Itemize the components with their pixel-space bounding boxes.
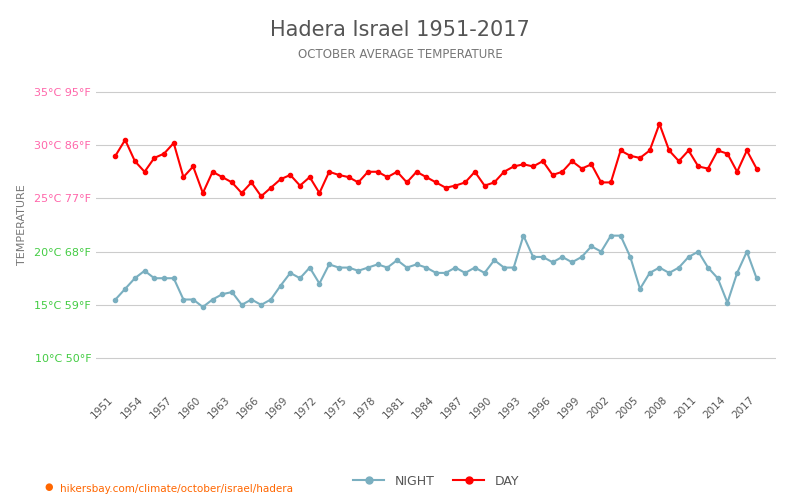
Text: hikersbay.com/climate/october/israel/hadera: hikersbay.com/climate/october/israel/had…: [60, 484, 293, 494]
Text: ●: ●: [44, 482, 53, 492]
Text: Hadera Israel 1951-2017: Hadera Israel 1951-2017: [270, 20, 530, 40]
Legend: NIGHT, DAY: NIGHT, DAY: [348, 470, 524, 492]
Text: OCTOBER AVERAGE TEMPERATURE: OCTOBER AVERAGE TEMPERATURE: [298, 48, 502, 60]
Y-axis label: TEMPERATURE: TEMPERATURE: [17, 184, 27, 266]
